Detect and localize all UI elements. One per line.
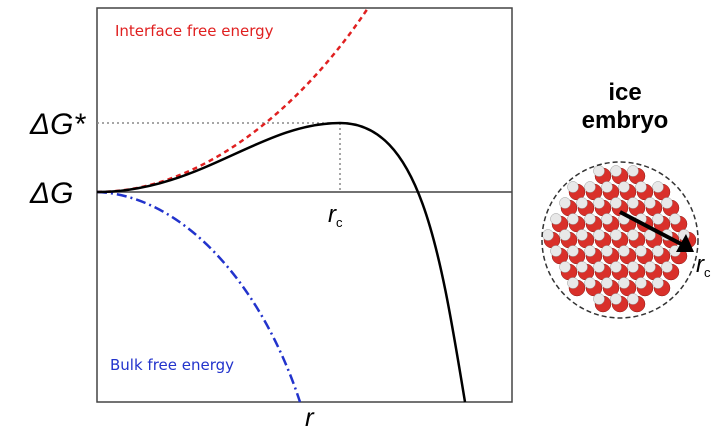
embryo-title-2: embryo bbox=[582, 107, 669, 134]
atom bbox=[627, 293, 639, 305]
barrier-label: ΔG* bbox=[29, 108, 86, 141]
atom bbox=[584, 245, 596, 257]
atom bbox=[618, 245, 630, 257]
atom bbox=[567, 181, 579, 193]
atom bbox=[550, 213, 562, 225]
atom bbox=[652, 213, 664, 225]
atom bbox=[593, 229, 605, 241]
zero-label: ΔG bbox=[29, 177, 73, 210]
atom bbox=[652, 181, 664, 193]
atom bbox=[627, 229, 639, 241]
atom bbox=[635, 277, 647, 289]
atom bbox=[644, 197, 656, 209]
atom bbox=[601, 245, 613, 257]
atom bbox=[610, 229, 622, 241]
atom bbox=[593, 293, 605, 305]
x-axis-label: r bbox=[305, 402, 315, 432]
atom bbox=[601, 277, 613, 289]
atom bbox=[627, 261, 639, 273]
atom bbox=[559, 261, 571, 273]
atom bbox=[567, 245, 579, 257]
atom bbox=[627, 197, 639, 209]
atom bbox=[669, 213, 681, 225]
atom bbox=[618, 181, 630, 193]
atom bbox=[593, 197, 605, 209]
atom bbox=[593, 261, 605, 273]
atom bbox=[652, 277, 664, 289]
radius-arrow bbox=[619, 210, 684, 247]
atom bbox=[644, 261, 656, 273]
embryo-radius: rc bbox=[696, 251, 711, 280]
atom bbox=[559, 197, 571, 209]
atom bbox=[627, 165, 639, 177]
atom bbox=[593, 165, 605, 177]
atom bbox=[584, 277, 596, 289]
atom bbox=[661, 197, 673, 209]
atom bbox=[576, 229, 588, 241]
atom bbox=[661, 261, 673, 273]
embryo-outline bbox=[541, 161, 699, 319]
atom bbox=[610, 293, 622, 305]
atom bbox=[610, 197, 622, 209]
atom bbox=[584, 181, 596, 193]
er-base: r bbox=[696, 251, 705, 278]
atom bbox=[576, 197, 588, 209]
atom bbox=[610, 261, 622, 273]
atom bbox=[618, 277, 630, 289]
total-curve bbox=[96, 121, 467, 403]
atom bbox=[635, 181, 647, 193]
arrow-head bbox=[676, 234, 694, 252]
atom bbox=[567, 277, 579, 289]
atom bbox=[652, 245, 664, 257]
atom bbox=[610, 165, 622, 177]
bulk-curve bbox=[96, 190, 302, 403]
atom bbox=[567, 213, 579, 225]
critical-radius: rc bbox=[328, 201, 343, 230]
atom bbox=[601, 213, 613, 225]
atom bbox=[601, 181, 613, 193]
embryo-title-1: ice bbox=[608, 79, 641, 106]
er-sub: c bbox=[704, 265, 711, 280]
atom bbox=[635, 245, 647, 257]
plot-frame bbox=[96, 7, 513, 403]
rc-sub: c bbox=[336, 215, 343, 230]
atom bbox=[584, 213, 596, 225]
bulk-label: Bulk free energy bbox=[110, 356, 234, 374]
atom bbox=[576, 261, 588, 273]
interface-label: Interface free energy bbox=[115, 22, 274, 40]
atom bbox=[550, 245, 562, 257]
rc-base: r bbox=[328, 201, 337, 228]
atom bbox=[559, 229, 571, 241]
atom bbox=[542, 229, 554, 241]
